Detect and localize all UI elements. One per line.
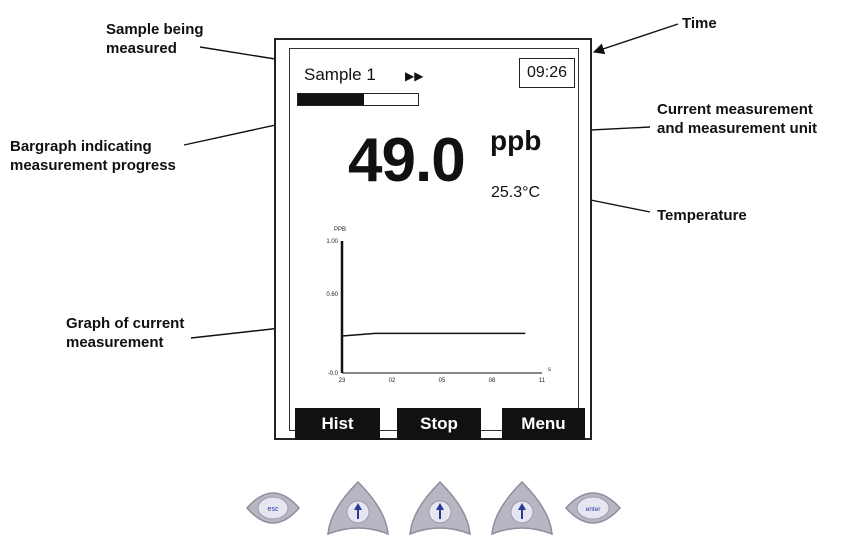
sample-next-icon: ▶▶	[405, 69, 424, 83]
callout-bargraph-line2: measurement progress	[10, 157, 176, 174]
hist-softkey[interactable]: Hist	[295, 408, 380, 440]
series-line	[341, 332, 526, 337]
x-tick-label: 05	[439, 378, 446, 384]
enter-key-icon: enter	[586, 506, 602, 513]
x-tick-label: 08	[489, 378, 496, 384]
y-axis-label: PPB	[334, 227, 346, 233]
callout-time: Time	[682, 15, 717, 32]
x-tick-label: 02	[389, 378, 396, 384]
menu-softkey[interactable]: Menu	[502, 408, 585, 440]
x-unit-label: s	[548, 367, 551, 373]
measurement-unit: ppb	[490, 125, 542, 156]
instrument-display: Sample 1 ▶▶ 09:26 49.0 ppb 25.3°C PPB 1.0…	[274, 38, 592, 440]
x-tick-label: 11	[539, 378, 546, 384]
progress-fill	[298, 94, 364, 105]
callout-temperature: Temperature	[657, 207, 747, 224]
up-arrow-icon	[354, 503, 362, 519]
x-tick-label: 23	[339, 378, 346, 384]
softkey-bar: Hist Stop Menu	[295, 408, 585, 440]
temperature-reading: 25.3°C	[491, 184, 541, 201]
callout-sample-line2: measured	[106, 40, 177, 57]
up-arrow-icon	[518, 503, 526, 519]
callout-graph-line2: measurement	[66, 334, 164, 351]
enter-button[interactable]: enter	[562, 480, 624, 536]
stop-softkey[interactable]: Stop	[397, 408, 481, 440]
callout-bargraph-line1: Bargraph indicating	[10, 138, 152, 155]
y-tick-label: 0.60	[326, 292, 338, 298]
esc-key-icon: esc	[268, 506, 279, 513]
up-arrow-button-3[interactable]	[490, 480, 554, 538]
lcd-screen: Sample 1 ▶▶ 09:26 49.0 ppb 25.3°C PPB 1.0…	[289, 48, 585, 440]
y-tick-label: -0.0	[328, 371, 339, 377]
up-arrow-button-1[interactable]	[326, 480, 390, 538]
y-tick-label: 1.00	[326, 239, 338, 245]
callout-sample-being-measured: Sample being measured	[106, 20, 204, 58]
up-arrow-icon	[436, 503, 444, 519]
callout-current-line2: and measurement unit	[657, 120, 818, 137]
up-arrow-button-2[interactable]	[408, 480, 472, 538]
arrow-time	[592, 23, 679, 55]
esc-button[interactable]: esc	[243, 480, 303, 536]
progress-bargraph	[297, 93, 419, 106]
callout-graph-line1: Graph of current	[66, 315, 185, 332]
callout-sample-line1: Sample being	[106, 21, 204, 38]
callout-graph: Graph of current measurement	[66, 314, 184, 352]
callout-bargraph: Bargraph indicating measurement progress	[10, 137, 176, 175]
sample-name: Sample 1	[304, 65, 376, 84]
callout-current-measurement: Current measurement and measurement unit	[657, 100, 817, 138]
time-display: 09:26	[519, 58, 575, 88]
measurement-graph: PPB 1.00 0.60 -0.023 02 05 08 11s	[326, 227, 551, 384]
callout-current-line1: Current measurement	[657, 101, 813, 118]
current-reading: 49.0	[348, 126, 466, 195]
